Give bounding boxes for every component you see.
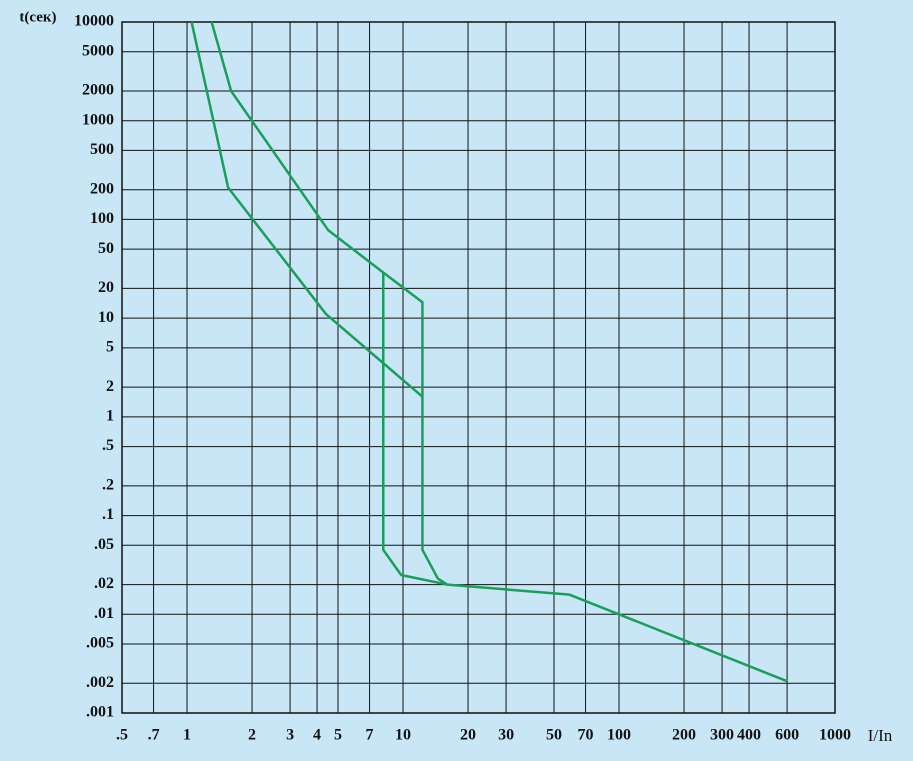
curve (190, 21, 424, 398)
x-tick-label: 1 (183, 727, 191, 744)
y-tick-label: .1 (102, 506, 114, 523)
x-tick-label: 30 (498, 727, 514, 744)
y-tick-label: .2 (102, 477, 114, 494)
y-tick-label: 20 (98, 279, 114, 296)
y-tick-label: 2 (106, 378, 114, 395)
y-tick-label: 1000 (82, 111, 114, 128)
y-tick-label: .5 (102, 437, 114, 454)
x-tick-label: 300 (710, 727, 734, 744)
x-tick-label: 5 (334, 727, 342, 744)
x-tick-label: .5 (116, 727, 128, 744)
y-axis-label: t(сек) (19, 9, 56, 25)
y-tick-label: 100 (90, 210, 114, 227)
y-tick-label: 200 (90, 180, 114, 197)
y-tick-label: 10000 (74, 13, 114, 30)
y-tick-label: .01 (94, 605, 114, 622)
x-tick-label: 20 (460, 727, 476, 744)
y-tick-label: 5 (106, 339, 114, 356)
x-tick-label: 400 (737, 727, 761, 744)
y-tick-label: .005 (86, 635, 114, 652)
y-tick-label: 5000 (82, 42, 114, 59)
y-tick-label: .05 (94, 536, 114, 553)
y-tick-label: 2000 (82, 82, 114, 99)
y-tick-label: .001 (86, 704, 114, 721)
x-tick-label: 600 (775, 727, 799, 744)
x-tick-label: 4 (313, 727, 321, 744)
x-tick-label: 7 (366, 727, 374, 744)
y-tick-label: 10 (98, 309, 114, 326)
x-tick-label: 2 (248, 727, 256, 744)
y-tick-label: 500 (90, 141, 114, 158)
x-tick-label: 1000 (819, 727, 851, 744)
plot-frame (121, 21, 836, 714)
y-tick-label: 50 (98, 240, 114, 257)
x-tick-label: 10 (395, 727, 411, 744)
x-tick-label: 100 (607, 727, 631, 744)
y-tick-label: 1 (106, 408, 114, 425)
x-tick-label: .7 (148, 727, 160, 744)
y-tick-label: .002 (86, 674, 114, 691)
x-tick-label: 200 (672, 727, 696, 744)
x-tick-label: 50 (546, 727, 562, 744)
y-tick-label: .02 (94, 575, 114, 592)
curve (381, 272, 448, 586)
x-tick-label: 3 (286, 727, 294, 744)
x-tick-label: 70 (578, 727, 594, 744)
curve (210, 21, 788, 683)
x-axis-label: I/In (868, 726, 893, 745)
